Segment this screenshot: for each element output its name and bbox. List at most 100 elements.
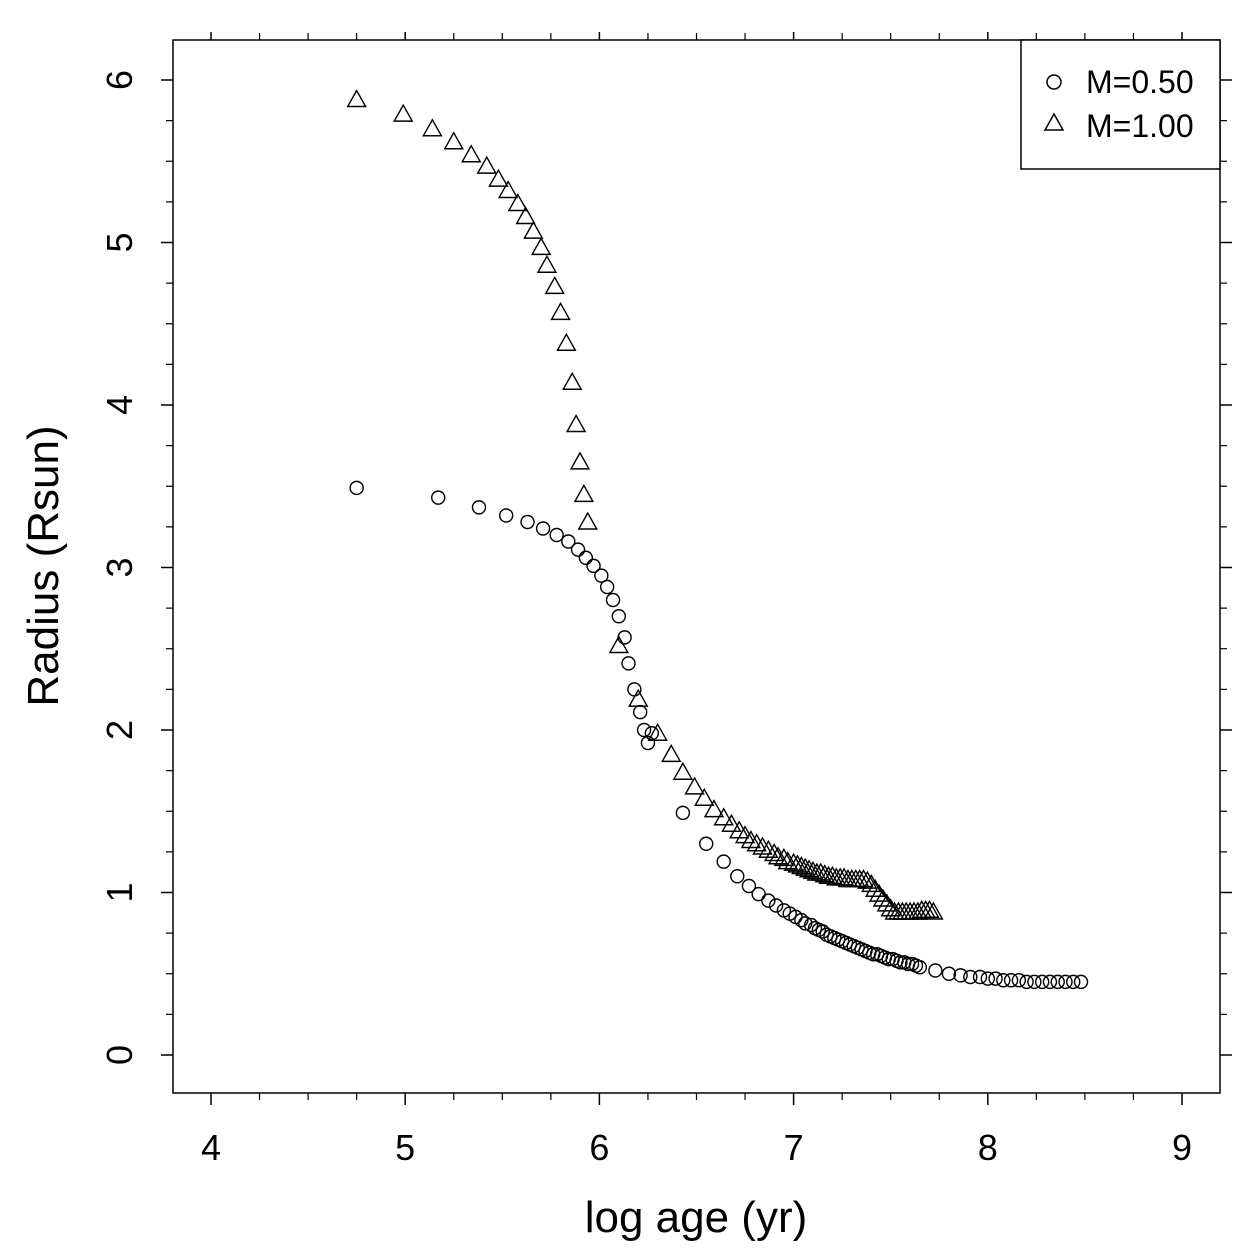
data-point-triangle (853, 869, 874, 888)
data-point-circle (1027, 974, 1042, 990)
data-points (346, 89, 1089, 990)
data-point-triangle (773, 847, 795, 867)
data-point-triangle (923, 901, 944, 920)
data-point-circle (953, 968, 968, 983)
x-tick-label: 9 (1172, 1127, 1192, 1168)
x-tick-label: 8 (978, 1127, 998, 1168)
data-point-circle (1058, 974, 1073, 990)
data-point-circle (578, 550, 594, 565)
data-point-circle (761, 893, 776, 908)
data-point-circle (730, 869, 745, 884)
data-point-triangle (694, 787, 715, 806)
data-point-triangle (661, 743, 682, 763)
data-point-triangle (515, 206, 536, 225)
data-point-circle (815, 924, 830, 939)
x-tick-label: 5 (395, 1127, 415, 1168)
y-tick-label: 3 (99, 557, 140, 577)
data-point-circle (621, 656, 636, 671)
data-point-circle (1042, 974, 1058, 990)
data-point-circle (605, 592, 621, 608)
data-point-triangle (556, 332, 577, 351)
data-point-circle (611, 609, 627, 624)
data-point-triangle (919, 899, 940, 919)
data-point-triangle (488, 168, 509, 187)
data-point-circle (988, 971, 1003, 986)
data-point-circle (636, 722, 652, 738)
legend-box (1020, 39, 1221, 170)
data-point-circle (570, 542, 586, 557)
data-point-triangle (550, 301, 571, 321)
data-point-triangle (713, 807, 734, 826)
data-point-triangle (703, 799, 725, 818)
data-point-triangle (872, 888, 894, 907)
data-point-triangle (740, 830, 762, 849)
data-point-circle (349, 480, 364, 496)
x-axis-title: log age (yr) (585, 1193, 808, 1242)
data-point-circle (741, 878, 757, 894)
legend: M=0.50 M=1.00 (1020, 39, 1221, 170)
data-point-circle (928, 963, 943, 978)
data-point-triangle (608, 635, 630, 654)
data-point-triangle (422, 118, 443, 137)
x-tick-label: 7 (784, 1127, 804, 1168)
data-point-circle (549, 527, 564, 543)
data-point-circle (561, 534, 576, 549)
data-point-circle (996, 973, 1011, 988)
data-point-triangle (767, 846, 789, 865)
data-point-triangle (876, 893, 898, 912)
data-point-triangle (393, 103, 414, 122)
data-point-triangle (746, 833, 767, 852)
data-point-circle (535, 521, 551, 536)
y-tick-label: 5 (99, 232, 140, 252)
data-point-triangle (577, 511, 598, 530)
data-point-triangle (565, 414, 587, 433)
data-point-triangle (530, 236, 552, 256)
data-point-triangle (672, 761, 694, 780)
data-point-circle (1073, 974, 1089, 990)
y-tick-label: 4 (99, 395, 140, 415)
data-point-triangle (864, 878, 886, 897)
data-point-circle (941, 966, 957, 981)
data-point-circle (699, 836, 714, 851)
x-tick-label: 4 (201, 1127, 221, 1168)
y-tick-label: 2 (99, 720, 140, 740)
data-point-triangle (562, 371, 583, 390)
legend-triangle-marker (1043, 112, 1065, 131)
data-point-triangle (461, 144, 482, 163)
data-point-triangle (907, 901, 929, 920)
data-point-triangle (752, 836, 773, 855)
data-point-triangle (777, 851, 798, 870)
data-point-circle (803, 917, 819, 933)
data-point-circle (963, 969, 978, 985)
legend-label-m050: M=0.50 (1086, 64, 1194, 100)
y-axis-title: Radius (Rsun) (19, 425, 68, 706)
data-point-triangle (857, 870, 878, 889)
plot-frame (172, 39, 1221, 1094)
data-point-circle (751, 886, 766, 902)
data-point-circle (498, 508, 514, 523)
data-point-triangle (647, 722, 668, 741)
y-tick-label: 0 (99, 1045, 140, 1065)
data-point-circle (1034, 974, 1050, 990)
data-point-triangle (628, 688, 649, 707)
data-point-triangle (861, 873, 882, 893)
data-point-circle (520, 514, 535, 530)
data-point-triangle (536, 254, 558, 273)
data-point-circle (972, 969, 988, 985)
data-point-circle (980, 971, 995, 986)
data-point-triangle (507, 193, 529, 212)
x-tick-label: 6 (589, 1127, 609, 1168)
y-tick-label: 6 (99, 70, 140, 90)
data-point-circle (716, 854, 731, 869)
legend-label-m100: M=1.00 (1086, 108, 1194, 144)
data-point-circle (1003, 973, 1019, 988)
data-point-circle (1066, 974, 1081, 990)
data-point-circle (594, 568, 609, 583)
data-point-circle (1011, 973, 1027, 988)
data-point-circle (1050, 974, 1065, 990)
data-point-circle (1019, 974, 1034, 990)
data-point-triangle (763, 843, 785, 862)
data-point-triangle (569, 451, 591, 470)
